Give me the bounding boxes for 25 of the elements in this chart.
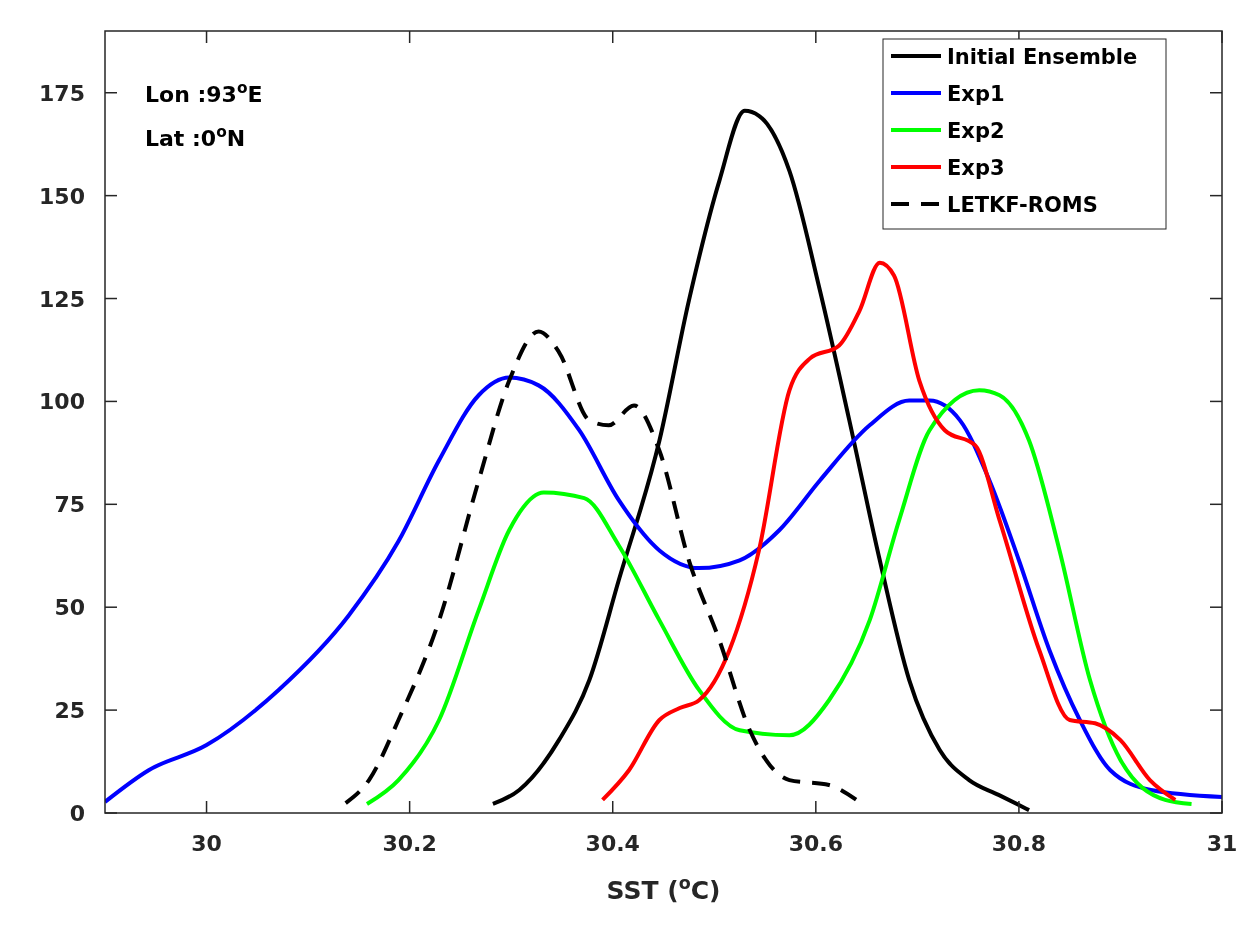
legend-label: Exp1 [947,82,1005,106]
line-series [600,260,1178,802]
legend-label: Initial Ensemble [947,45,1138,69]
line-series [105,375,1222,804]
y-tick-label: 25 [54,698,85,724]
y-tick-label: 0 [69,801,85,826]
x-tick-label: 30.8 [991,831,1047,856]
y-tick-label: 175 [39,80,85,106]
y-tick-label: 100 [39,389,85,415]
x-tick-label: 30.2 [382,831,437,856]
x-tick-label: 30.4 [585,831,640,856]
x-tick-label: 30.6 [788,831,843,856]
y-tick-label: 125 [39,286,85,312]
legend-label: Exp2 [947,119,1005,143]
y-tick-label: 75 [54,492,85,518]
y-tick-label: 150 [39,183,85,209]
legend-label: LETKF-ROMS [947,193,1098,217]
line-series [364,388,1194,806]
annotation: Lat :0$^{o}$N [145,123,246,151]
x-tick-label: 31 [1206,831,1238,856]
legend-label: Exp3 [947,156,1005,180]
y-tick-label: 50 [54,595,85,621]
annotation: Lon :93$^{o}$E [145,79,263,107]
x-tick-label: 30 [191,831,222,856]
x-axis-title: SST ($^{o}$C) [606,873,721,905]
